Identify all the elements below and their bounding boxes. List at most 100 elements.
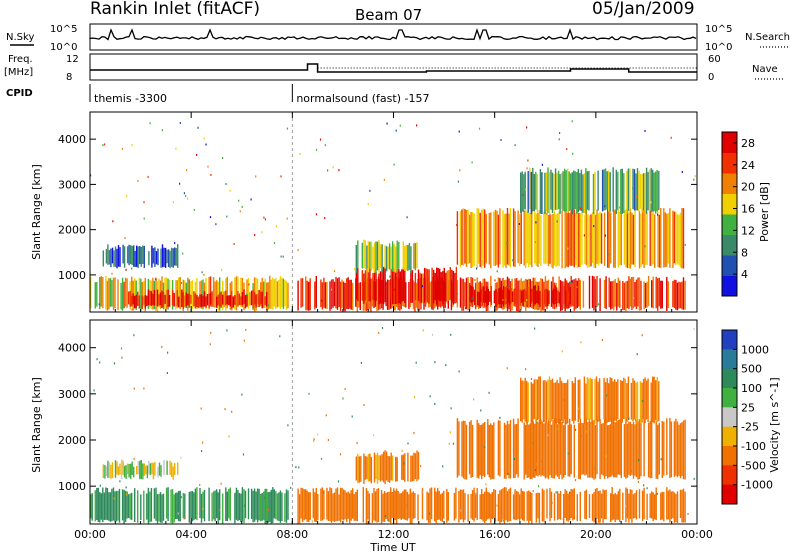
heatmap-cell xyxy=(210,174,212,176)
colorbar-tick-label: -100 xyxy=(741,440,766,453)
heatmap-cell xyxy=(433,270,435,304)
heatmap-cell xyxy=(637,480,639,483)
heatmap-cell xyxy=(664,212,666,267)
heatmap-cell xyxy=(412,491,415,519)
heatmap-cell xyxy=(373,268,376,301)
heatmap-cell xyxy=(102,277,104,309)
heatmap-cell xyxy=(279,276,282,309)
heatmap-cell xyxy=(544,209,547,265)
heatmap-cell xyxy=(496,504,498,507)
heatmap-cell xyxy=(117,466,120,476)
heatmap-cell xyxy=(460,509,462,512)
heatmap-cell xyxy=(461,209,463,265)
heatmap-cell xyxy=(142,463,144,480)
heatmap-cell xyxy=(504,286,506,305)
heatmap-cell xyxy=(558,276,560,307)
heatmap-cell xyxy=(237,489,239,521)
heatmap-cell xyxy=(185,194,187,197)
heatmap-cell xyxy=(475,267,478,270)
heatmap-cell xyxy=(250,290,253,306)
heatmap-cell xyxy=(152,293,154,305)
heatmap-cell xyxy=(131,461,133,476)
heatmap-cell xyxy=(676,214,679,264)
heatmap-cell xyxy=(363,404,365,406)
heatmap-cell xyxy=(566,148,568,151)
heatmap-cell xyxy=(643,487,645,519)
colorbar-tick-label: 20 xyxy=(741,181,755,194)
heatmap-cell xyxy=(155,277,157,311)
heatmap-cell xyxy=(202,441,204,444)
heatmap-cell xyxy=(440,272,442,302)
heatmap-cell xyxy=(256,293,259,304)
heatmap-cell xyxy=(258,488,260,521)
heatmap-cell xyxy=(579,418,581,480)
heatmap-cell xyxy=(487,288,489,305)
colorbar-swatch xyxy=(722,275,737,297)
heatmap-cell xyxy=(226,329,228,332)
heatmap-cell xyxy=(605,455,607,458)
heatmap-cell xyxy=(632,214,635,265)
heatmap-cell xyxy=(421,285,423,288)
heatmap-cell xyxy=(617,419,619,475)
heatmap-cell xyxy=(342,397,344,400)
heatmap-cell xyxy=(607,208,609,268)
heatmap-cell xyxy=(355,456,357,481)
heatmap-cell xyxy=(434,361,436,364)
heatmap-cell xyxy=(464,420,466,480)
heatmap-cell xyxy=(610,423,612,477)
heatmap-cell xyxy=(301,278,304,307)
heatmap-cell xyxy=(364,240,367,269)
heatmap-cell xyxy=(476,208,478,269)
heatmap-cell xyxy=(581,208,583,265)
heatmap-cell xyxy=(456,211,459,265)
heatmap-cell xyxy=(384,450,386,485)
freq-strip-frame xyxy=(89,53,698,81)
heatmap-cell xyxy=(594,214,597,269)
heatmap-cell xyxy=(610,212,612,264)
heatmap-cell xyxy=(200,294,203,308)
heatmap-cell xyxy=(161,290,163,308)
heatmap-cell xyxy=(149,463,152,475)
heatmap-cell xyxy=(561,422,563,480)
heatmap-cell xyxy=(226,295,228,305)
heatmap-cell xyxy=(459,489,462,520)
heatmap-cell xyxy=(393,268,395,305)
heatmap-cell xyxy=(474,492,477,519)
heatmap-cell xyxy=(203,291,206,307)
heatmap-cell xyxy=(565,290,567,307)
heatmap-cell xyxy=(507,472,509,475)
heatmap-cell xyxy=(298,494,301,524)
heatmap-cell xyxy=(552,419,554,479)
heatmap-cell xyxy=(496,210,498,265)
heatmap-cell xyxy=(656,377,658,422)
heatmap-cell xyxy=(501,289,503,305)
heatmap-cell xyxy=(177,512,179,515)
heatmap-cell xyxy=(99,484,101,487)
heatmap-cell xyxy=(357,240,359,269)
heatmap-cell xyxy=(234,492,236,524)
y-tick-label: 1000 xyxy=(58,480,86,493)
heatmap-cell xyxy=(238,492,241,521)
x-tick-label: 08:00 xyxy=(276,528,308,541)
nave-tick-high: 60 xyxy=(708,54,721,65)
heatmap-cell xyxy=(278,492,280,521)
heatmap-cell xyxy=(174,247,176,266)
heatmap-cell xyxy=(502,488,504,520)
heatmap-cell xyxy=(355,491,357,521)
heatmap-cell xyxy=(596,488,598,519)
heatmap-cell xyxy=(214,490,216,522)
heatmap-cell xyxy=(678,424,680,476)
heatmap-cell xyxy=(196,294,198,307)
heatmap-cell xyxy=(270,279,272,309)
heatmap-cell xyxy=(534,212,536,264)
heatmap-cell xyxy=(426,491,428,521)
heatmap-cell xyxy=(131,143,133,146)
colorbar-tick-label: 28 xyxy=(741,137,755,150)
heatmap-cell xyxy=(570,173,572,210)
heatmap-cell xyxy=(583,234,585,237)
heatmap-cell xyxy=(172,466,174,480)
heatmap-cell xyxy=(474,282,477,310)
heatmap-cell xyxy=(638,170,640,212)
heatmap-cell xyxy=(134,250,136,267)
